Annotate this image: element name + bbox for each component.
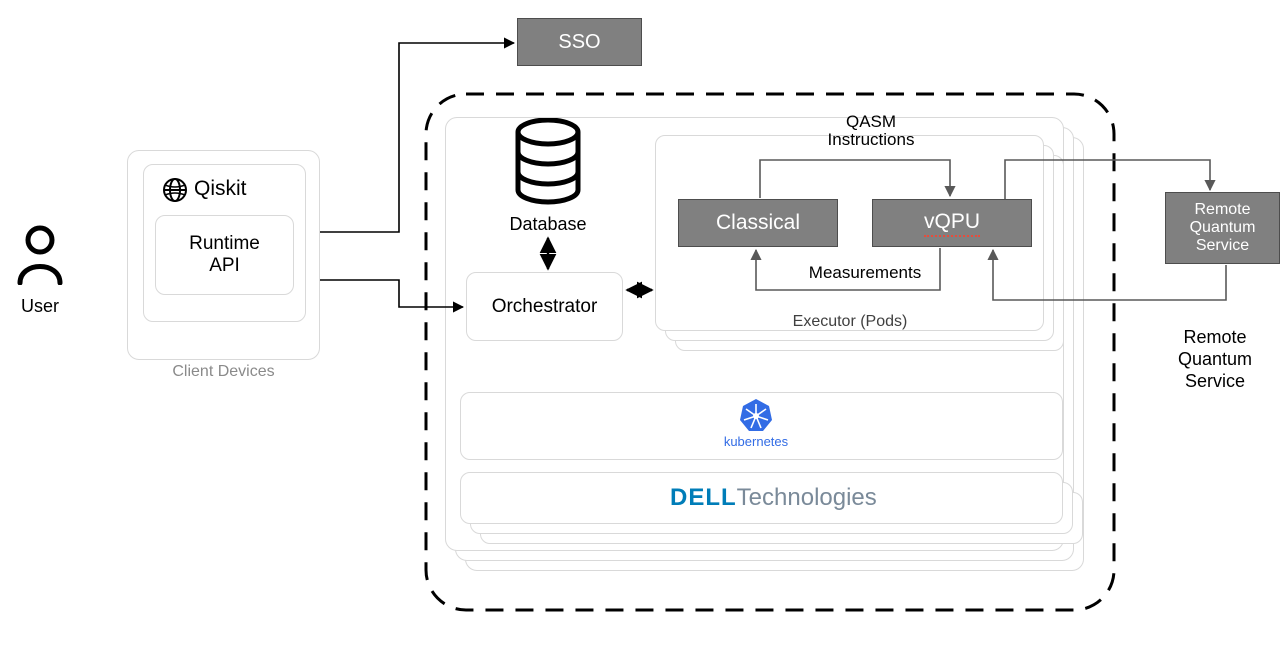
runtime-line2: API	[209, 255, 240, 277]
executor-label: Executor (Pods)	[770, 313, 930, 331]
dell-suffix: Technologies	[737, 484, 877, 511]
vqpu-box: vQPU	[872, 199, 1032, 247]
orchestrator-label: Orchestrator	[492, 296, 598, 318]
remote-service-caption: Remote Quantum Service	[1150, 326, 1280, 392]
vqpu-label: vQPU	[924, 210, 980, 237]
classical-box: Classical	[678, 199, 838, 247]
qiskit-label: Qiskit	[194, 177, 304, 201]
kubernetes-icon	[738, 397, 774, 433]
user-label: User	[0, 296, 80, 317]
kubernetes-label: kubernetes	[720, 434, 792, 449]
remote-box-line3: Service	[1196, 237, 1249, 255]
remote-cap-line2: Quantum	[1178, 349, 1252, 369]
qasm-line1: QASM	[846, 112, 896, 131]
runtime-api-box: Runtime API	[155, 215, 294, 295]
remote-service-box: Remote Quantum Service	[1165, 192, 1280, 264]
client-devices-label: Client Devices	[127, 363, 320, 381]
runtime-line1: Runtime	[189, 233, 260, 255]
database-icon	[508, 118, 588, 208]
dell-logo: DELLTechnologies	[670, 484, 877, 512]
sso-label: SSO	[558, 31, 600, 54]
diagram-canvas: User Client Devices Qiskit Runtime API S…	[0, 0, 1285, 657]
qasm-line2: Instructions	[828, 130, 915, 149]
classical-label: Classical	[716, 211, 800, 235]
remote-cap-line1: Remote	[1183, 327, 1246, 347]
qiskit-globe-icon	[162, 177, 188, 203]
dell-brand: DELL	[670, 484, 737, 511]
orchestrator-box: Orchestrator	[466, 272, 623, 341]
sso-box: SSO	[517, 18, 642, 66]
remote-cap-line3: Service	[1185, 371, 1245, 391]
measurements-label: Measurements	[790, 263, 940, 283]
remote-box-line1: Remote	[1194, 201, 1250, 219]
database-label: Database	[498, 214, 598, 235]
remote-box-line2: Quantum	[1190, 219, 1256, 237]
user-icon	[14, 225, 66, 285]
qasm-label: QASM Instructions	[806, 113, 936, 149]
